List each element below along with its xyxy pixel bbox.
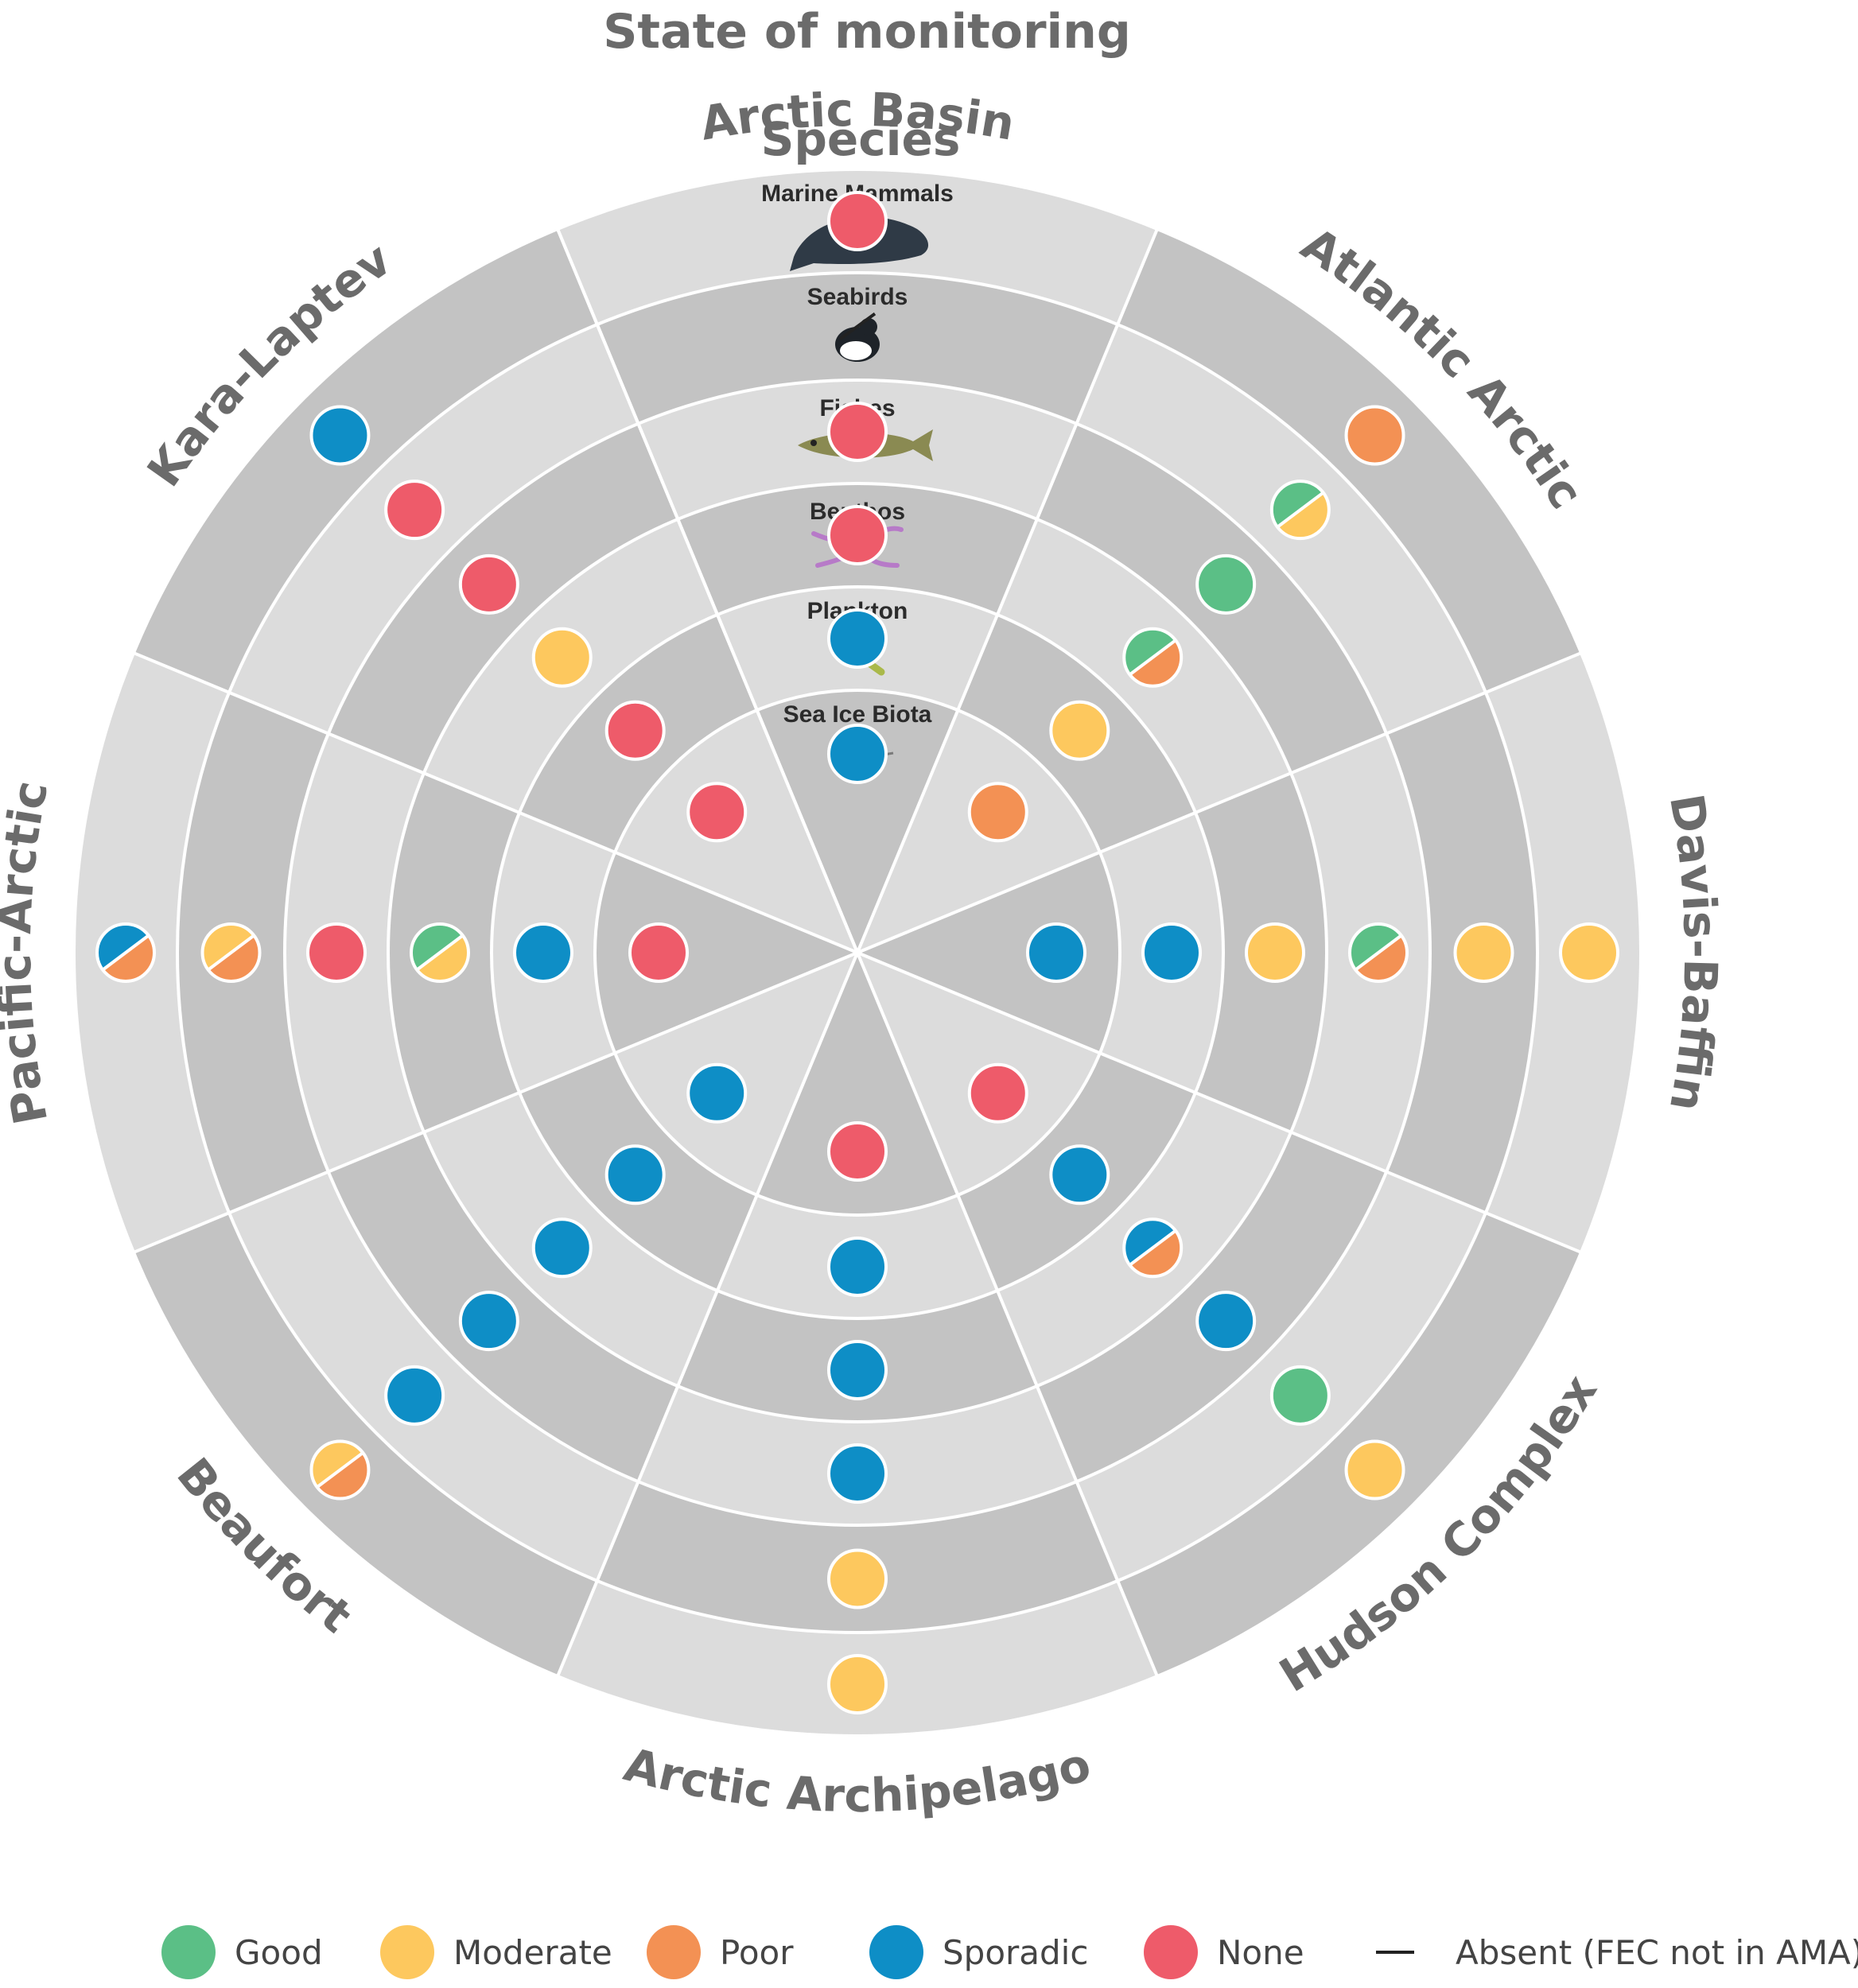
status-dot [1344,405,1405,466]
status-dot [531,1217,593,1279]
ring-band [133,1213,597,1677]
status-dot [686,1062,748,1124]
status-dot [95,922,156,983]
status-dot [827,402,888,462]
status-dot [384,480,445,541]
status-dot [1453,922,1514,983]
status-marks [95,191,1619,1714]
status-dot [604,700,666,761]
sector-divider [556,228,859,953]
status-dot [1122,1217,1184,1279]
legend: Good Moderate Poor Sporadic None Absent (FEC … [161,1925,1858,1979]
legend-label: Absent (FEC not in AMA) [1456,1933,1858,1972]
legend-label: Poor [720,1933,794,1972]
ring-band [756,953,958,1215]
species-heading: Species [761,112,961,166]
status-dot [309,1439,371,1501]
status-dot [827,505,888,565]
region-label: Pacific-Arctic [0,776,58,1128]
status-dot [1344,1439,1405,1501]
status-dot [827,191,888,251]
sector-dividers [72,168,1642,1738]
status-dot [686,782,748,843]
legend-label: None [1217,1933,1304,1972]
region-label: Davis-Baffin [1659,790,1728,1116]
status-dot [1559,922,1619,983]
status-dot [1269,480,1331,541]
status-dot [1195,553,1257,615]
ring-band [133,228,597,693]
sector-divider [856,228,1159,953]
region-label: Arctic Archipelago [619,1738,1096,1823]
status-dot [967,1062,1028,1124]
legend-swatch [161,1925,216,1979]
status-dot [1122,627,1184,688]
status-dot [1269,1365,1331,1426]
legend-label: Sporadic [943,1933,1088,1972]
status-dot [410,922,470,983]
status-dot [306,922,367,983]
legend-item: Moderate [380,1925,612,1979]
sector-divider [133,651,858,954]
legend-item: Sporadic [869,1925,1088,1979]
ring-label: Sea Ice Biota [783,701,932,728]
absent-mark [838,312,877,341]
ring-boundary [593,689,1121,1217]
ring-band [1118,1213,1582,1677]
ring-boundary [72,168,1642,1738]
status-dot [384,1365,445,1426]
legend-label: Moderate [453,1933,612,1972]
status-dot [827,724,888,784]
status-dot [628,922,689,983]
ring-band [595,852,857,1054]
ring-band [857,852,1120,1054]
status-dot [513,922,573,983]
legend-label: Good [235,1933,323,1972]
status-dot [827,1443,888,1504]
status-dot [827,1654,888,1714]
status-dot [827,608,888,669]
legend-item: Absent (FEC not in AMA) [1376,1933,1858,1972]
status-dot [827,1237,888,1297]
sector-divider [556,952,859,1677]
status-dot [1049,700,1110,761]
ring-label: Seabirds [807,284,908,310]
sector-divider [133,951,858,1254]
sector-divider [857,951,1582,1254]
legend-swatch [647,1925,701,1979]
ring-boundary [490,585,1225,1320]
status-dot [1141,922,1202,983]
status-dot [967,782,1028,843]
status-dot [458,553,519,615]
status-dot [200,922,262,983]
ring-band [1118,228,1582,693]
sector-divider [856,952,1159,1677]
status-dot [1049,1144,1110,1206]
ring-band [756,690,958,953]
legend-swatch [380,1925,434,1979]
status-dot [604,1144,666,1206]
status-dot [309,405,371,466]
legend-swatch [1144,1925,1198,1979]
status-dot [1026,922,1086,983]
ring-boundary [387,482,1328,1423]
status-dot [531,627,593,688]
sector-divider [857,651,1582,954]
ring-boundary [176,271,1539,1634]
status-dot [827,1121,888,1182]
status-dot [1348,922,1409,983]
status-dot [1195,1291,1257,1352]
ring-boundary [283,379,1432,1527]
legend-item: None [1144,1925,1304,1979]
status-dot [827,1340,888,1400]
legend-item: Poor [647,1925,794,1979]
legend-swatch [869,1925,923,1979]
status-dot [1245,922,1305,983]
legend-item: Good [161,1925,323,1979]
page-title: State of monitoring [603,4,1131,60]
status-dot [458,1291,519,1352]
status-dot [827,1548,888,1609]
